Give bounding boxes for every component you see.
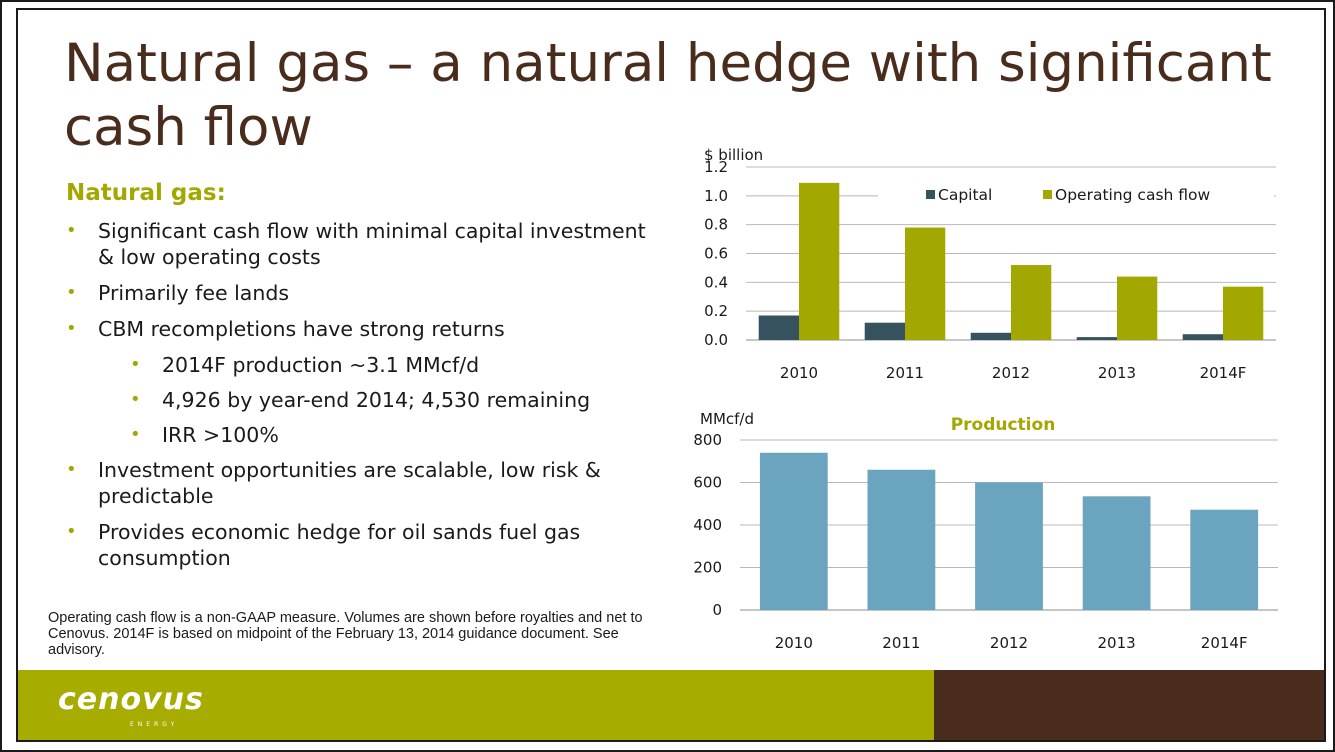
x-tick-label: 2011: [886, 364, 924, 382]
bullet-item: • CBM recompletions have strong returns: [66, 316, 666, 342]
charts-canvas: $ billion 0.0 0.2 0.4 0.6 0.8 1.0 1.2 2010 2011…: [693, 146, 1278, 652]
bullet-dot-icon: •: [66, 282, 77, 303]
cenovus-logo-sub: ENERGY: [130, 721, 179, 728]
bullet-dot-icon: •: [66, 521, 77, 542]
y-tick-label: 200: [693, 559, 722, 577]
footer-green-band: [18, 670, 934, 740]
bullet-text: Significant cash flow with minimal capit…: [98, 219, 646, 269]
bar-operating-cash-flow-2010: [799, 182, 840, 340]
bar-capital-2011: [864, 322, 905, 340]
y-tick-label: 1.2: [704, 158, 728, 176]
bar-production-2011: [867, 469, 936, 610]
bar-production-2010: [759, 452, 828, 610]
x-tick-label: 2014F: [1200, 364, 1247, 382]
y-tick-label: 0.0: [704, 331, 728, 349]
bullet-dot-icon: •: [130, 424, 141, 445]
x-tick-label: 2012: [990, 634, 1028, 652]
bar-operating-cash-flow-2011: [905, 227, 946, 340]
bar-production-2012: [975, 482, 1043, 610]
chart2-y-ticks: 0 200 400 600 800: [693, 431, 722, 619]
bar-operating-cash-flow-2012: [1011, 265, 1052, 340]
bullet-text: 4,926 by year-end 2014; 4,530 remaining: [162, 388, 591, 412]
chart2-x-ticks: 2010 2011 2012 2013 2014F: [775, 634, 1248, 652]
bullet-item: • Provides economic hedge for oil sands f…: [66, 519, 666, 571]
bar-operating-cash-flow-2013: [1117, 276, 1158, 340]
bullet-item: • Significant cash flow with minimal capi…: [66, 218, 666, 270]
legend-swatch-operating-cash-flow: [1043, 190, 1052, 199]
chart1-y-ticks: 0.0 0.2 0.4 0.6 0.8 1.0 1.2: [704, 158, 728, 349]
bullet-dot-icon: •: [66, 318, 77, 339]
y-tick-label: 600: [693, 474, 722, 492]
x-tick-label: 2010: [775, 634, 813, 652]
bullet-text: Provides economic hedge for oil sands fu…: [98, 520, 581, 570]
bar-production-2013: [1082, 496, 1151, 610]
legend-label-operating-cash-flow: Operating cash flow: [1055, 186, 1211, 204]
production-chart: MMcf/d Production 0 200 400 600 800 2010 2011…: [693, 410, 1278, 652]
chart2-unit-label: MMcf/d: [700, 410, 754, 428]
bullet-text: CBM recompletions have strong returns: [98, 317, 505, 341]
y-tick-label: 0.4: [704, 273, 728, 291]
bullet-dot-icon: •: [130, 389, 141, 410]
bullet-item: • Investment opportunities are scalable, …: [66, 457, 666, 509]
bullet-text: Investment opportunities are scalable, l…: [98, 458, 601, 508]
section-heading: Natural gas:: [66, 180, 226, 206]
bullet-item: • IRR >100%: [66, 422, 666, 448]
x-tick-label: 2013: [1098, 364, 1136, 382]
x-tick-label: 2011: [882, 634, 920, 652]
y-tick-label: 0.2: [704, 302, 728, 320]
bar-capital-2013: [1076, 337, 1117, 340]
bullet-dot-icon: •: [130, 354, 141, 375]
x-tick-label: 2010: [780, 364, 818, 382]
bar-capital-2012: [970, 332, 1011, 340]
bullet-text: 2014F production ~3.1 MMcf/d: [162, 353, 480, 377]
x-tick-label: 2012: [992, 364, 1030, 382]
footer-brown-band: [934, 670, 1324, 740]
bullet-list: • Significant cash flow with minimal capi…: [66, 218, 666, 581]
y-tick-label: 800: [693, 431, 722, 449]
x-tick-label: 2013: [1098, 634, 1136, 652]
y-tick-label: 1.0: [704, 187, 728, 205]
cenovus-logo: cenovus: [58, 682, 204, 717]
slide-title: Natural gas – a natural hedge with signi…: [64, 33, 1272, 158]
y-tick-label: 0: [712, 601, 722, 619]
slide: Natural gas – a natural hedge with signi…: [16, 8, 1326, 742]
bullet-dot-icon: •: [66, 220, 77, 241]
y-tick-label: 0.8: [704, 216, 728, 234]
footnote: Operating cash flow is a non-GAAP measur…: [48, 610, 643, 658]
bullet-item: • 4,926 by year-end 2014; 4,530 remaining: [66, 387, 666, 413]
bar-capital-2010: [758, 315, 799, 340]
chart1-legend-bg: [878, 182, 1274, 208]
bullet-text: IRR >100%: [162, 423, 279, 447]
x-tick-label: 2014F: [1201, 634, 1248, 652]
chart2-title: Production: [951, 415, 1056, 435]
chart1-bars: [758, 182, 1264, 340]
y-tick-label: 0.6: [704, 245, 728, 263]
bar-production-2014F: [1190, 509, 1259, 610]
chart1-x-ticks: 2010 2011 2012 2013 2014F: [780, 364, 1247, 382]
bullet-item: • 2014F production ~3.1 MMcf/d: [66, 352, 666, 378]
bar-capital-2014F: [1182, 334, 1223, 340]
y-tick-label: 400: [693, 516, 722, 534]
chart2-bars: [759, 452, 1259, 610]
bullet-text: Primarily fee lands: [98, 281, 290, 305]
legend-label-capital: Capital: [938, 186, 992, 204]
bar-operating-cash-flow-2014F: [1223, 286, 1264, 340]
capital-cashflow-chart: $ billion 0.0 0.2 0.4 0.6 0.8 1.0 1.2 2010 2011…: [704, 146, 1276, 382]
bullet-dot-icon: •: [66, 459, 77, 480]
chart1-unit-label: $ billion: [704, 146, 763, 164]
bullet-item: • Primarily fee lands: [66, 280, 666, 306]
legend-swatch-capital: [926, 190, 935, 199]
